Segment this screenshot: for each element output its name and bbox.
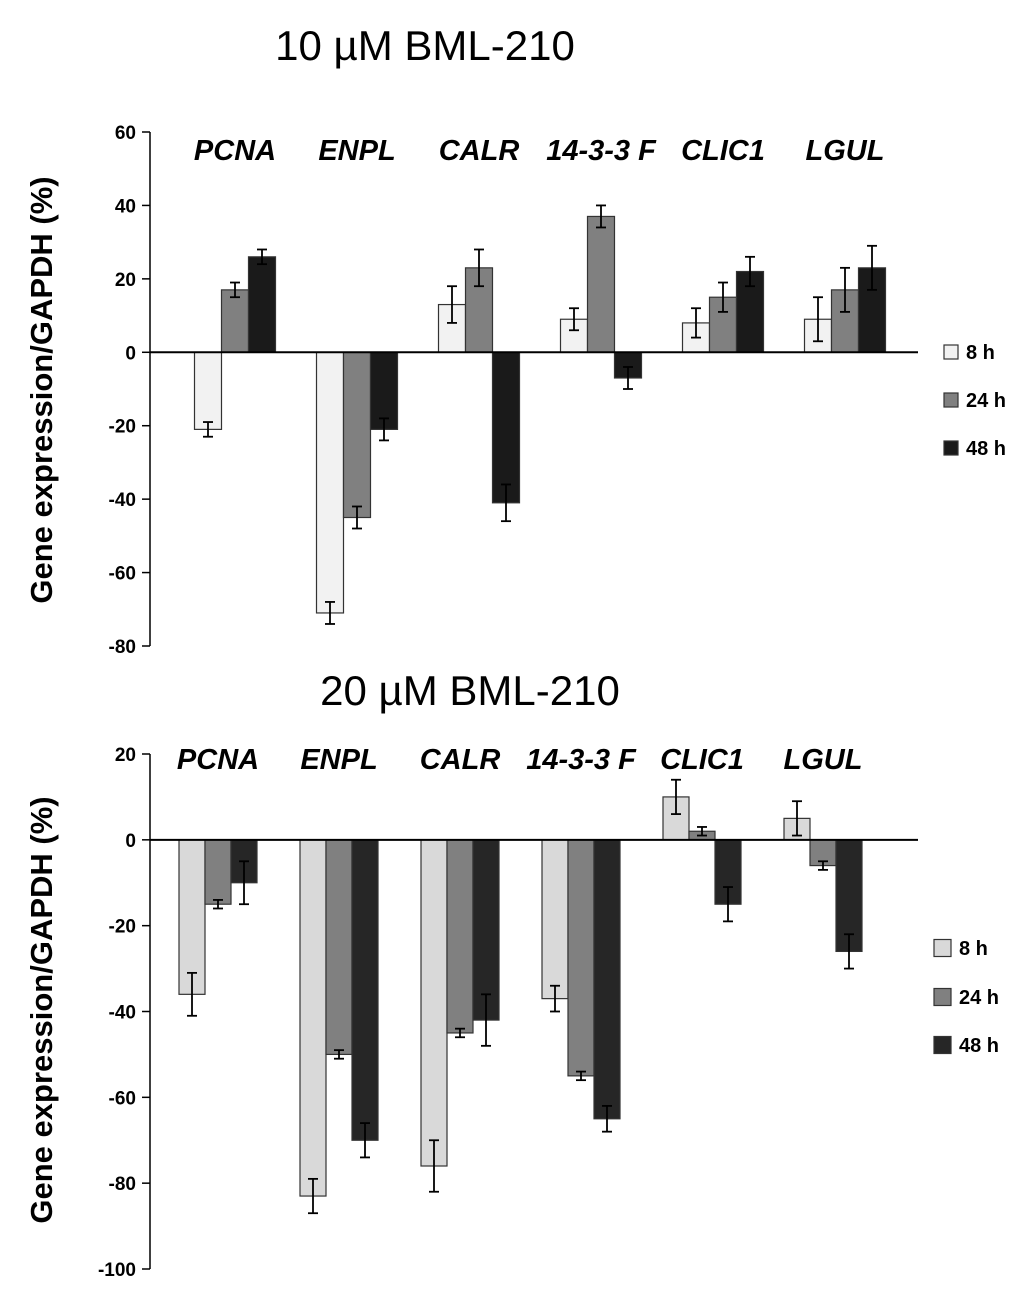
plot-area: 60 40 20 0 -20 -40 -60 -80 PCNA ENPL CALR 14-3-3 F C… xyxy=(109,123,1007,658)
category-label: 14-3-3 F xyxy=(546,135,657,167)
category-label: LGUL xyxy=(806,135,885,167)
legend-swatch xyxy=(943,392,959,408)
bar xyxy=(593,839,621,1120)
legend-swatch xyxy=(933,987,952,1007)
plot-area: 20 0 -20 -40 -60 -80 -100 PCNA ENPL CALR 14-3-3 F C… xyxy=(98,744,999,1281)
category-label: ENPL xyxy=(318,135,395,167)
bar xyxy=(178,839,206,995)
y-tick-label: 0 xyxy=(125,831,136,852)
bar xyxy=(472,839,500,1021)
legend-label: 24 h xyxy=(959,987,999,1009)
bar xyxy=(193,351,223,430)
y-tick-label: 20 xyxy=(115,270,136,291)
category-label: CALR xyxy=(439,135,520,167)
legend-swatch xyxy=(933,1035,952,1055)
category-label: PCNA xyxy=(177,744,259,776)
chart-title: 20 µM BML-210 xyxy=(320,667,620,714)
category-label: CLIC1 xyxy=(660,744,744,776)
bar xyxy=(369,351,399,430)
bar xyxy=(204,839,232,905)
chart-10uM: 10 µM BML-210 Gene expression/GAPDH (%) … xyxy=(24,22,1006,658)
y-tick-label: -60 xyxy=(109,564,136,585)
bar xyxy=(220,289,250,353)
y-tick-label: -40 xyxy=(109,490,136,511)
y-tick-label: 20 xyxy=(115,745,136,766)
y-tick-label: 0 xyxy=(125,343,136,364)
legend-label: 48 h xyxy=(966,438,1006,460)
y-tick-label: -80 xyxy=(109,637,136,658)
y-tick-label: -100 xyxy=(98,1260,136,1281)
bar xyxy=(351,839,379,1141)
legend-label: 48 h xyxy=(959,1035,999,1057)
y-tick-label: -60 xyxy=(109,1088,136,1109)
legend-swatch xyxy=(943,440,959,456)
legend-label: 8 h xyxy=(966,342,995,364)
category-label: LGUL xyxy=(784,744,863,776)
bar xyxy=(446,839,474,1034)
legend-label: 8 h xyxy=(959,938,988,960)
bar xyxy=(342,351,372,519)
y-tick-label: 40 xyxy=(115,196,136,217)
bar xyxy=(541,839,569,1000)
y-tick-label: -20 xyxy=(109,917,136,938)
bar xyxy=(315,351,345,614)
chart-20uM: 20 µM BML-210 Gene expression/GAPDH (%) … xyxy=(24,667,999,1281)
y-tick-label: 60 xyxy=(115,123,136,144)
legend-swatch xyxy=(943,344,959,360)
legend-label: 24 h xyxy=(966,390,1006,412)
bar xyxy=(325,839,353,1056)
category-label: PCNA xyxy=(194,135,276,167)
bar xyxy=(491,351,521,504)
y-tick-label: -20 xyxy=(109,417,136,438)
y-tick-label: -40 xyxy=(109,1003,136,1024)
chart-title: 10 µM BML-210 xyxy=(275,22,575,69)
bar xyxy=(420,839,448,1167)
category-label: CALR xyxy=(420,744,501,776)
y-axis-label: Gene expression/GAPDH (%) xyxy=(24,176,59,603)
bar xyxy=(586,215,616,353)
bar xyxy=(567,839,595,1077)
category-label: ENPL xyxy=(300,744,377,776)
legend-swatch xyxy=(933,938,952,958)
y-tick-label: -80 xyxy=(109,1174,136,1195)
y-axis-label: Gene expression/GAPDH (%) xyxy=(24,796,59,1223)
category-label: CLIC1 xyxy=(681,135,765,167)
bar xyxy=(299,839,327,1197)
category-label: 14-3-3 F xyxy=(526,744,637,776)
bar xyxy=(247,256,277,353)
